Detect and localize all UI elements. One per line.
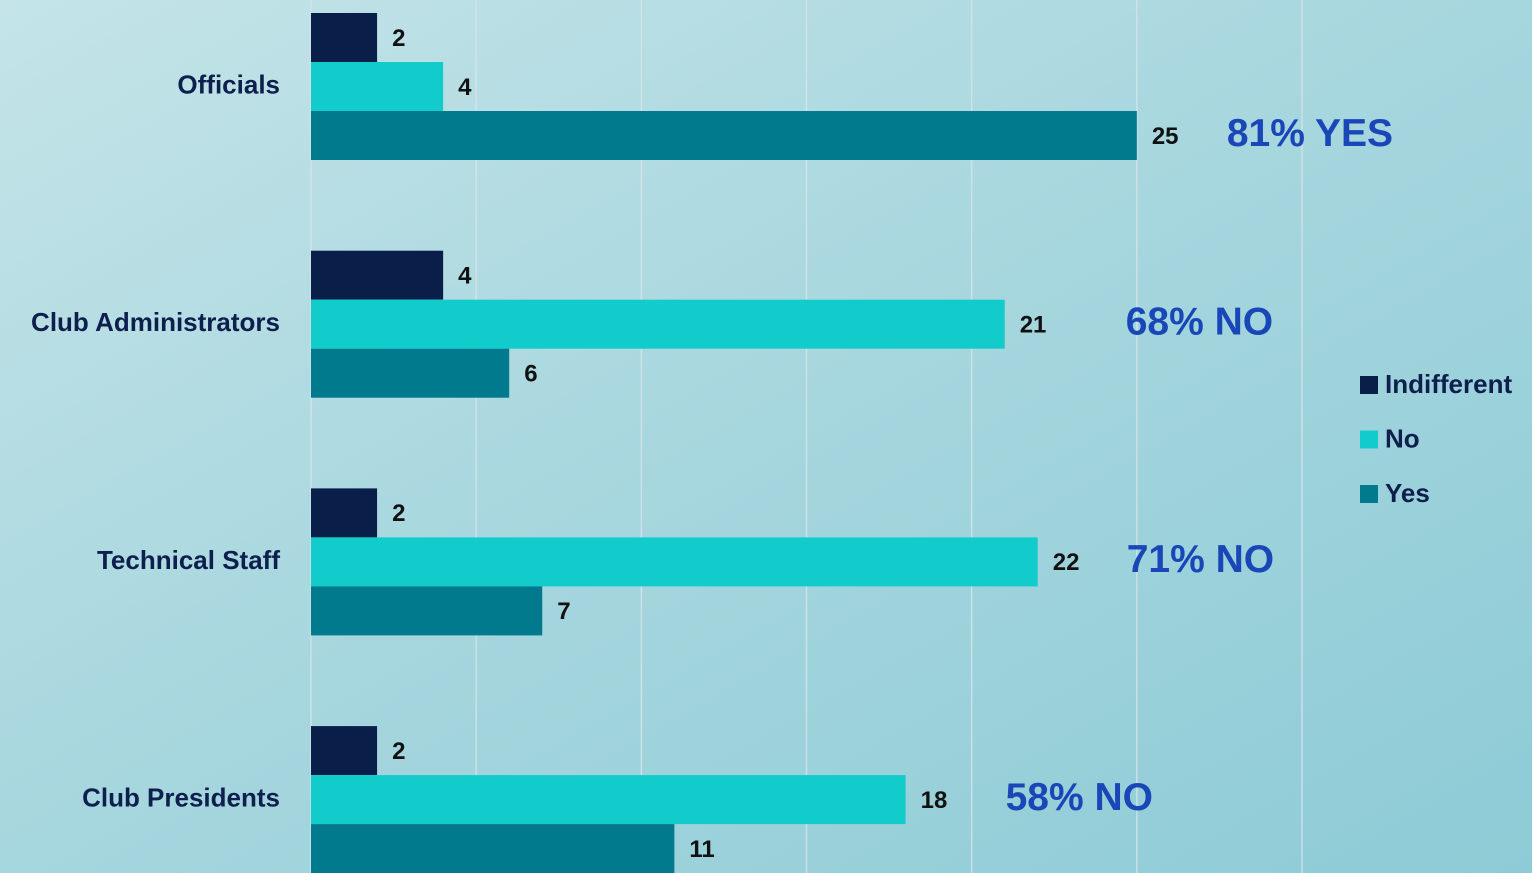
value-label: 7 (557, 598, 570, 625)
value-label: 21 (1020, 312, 1047, 339)
legend-label: Yes (1385, 478, 1430, 508)
value-label: 2 (392, 738, 405, 765)
annotation: 81% YES (1227, 112, 1393, 155)
bar (311, 13, 378, 62)
value-label: 2 (392, 500, 405, 527)
annotation: 68% NO (1126, 300, 1273, 343)
category-label: Technical Staff (97, 545, 280, 575)
value-label: 22 (1053, 549, 1080, 576)
bar (311, 299, 1005, 349)
bar (311, 250, 444, 300)
value-label: 11 (689, 836, 714, 863)
bar (311, 62, 444, 111)
bar (311, 586, 543, 636)
legend-swatch (1360, 485, 1378, 503)
value-label: 18 (921, 787, 948, 814)
labels: Officials 2 4 25 81% YES Club Administrators 4… (31, 25, 1512, 863)
annotation: 71% NO (1127, 538, 1274, 581)
legend-swatch (1360, 376, 1378, 394)
bar (311, 348, 510, 398)
bar (311, 726, 378, 776)
value-label: 25 (1152, 123, 1179, 150)
bar (311, 824, 675, 873)
legend-label: No (1385, 423, 1420, 453)
bar (311, 111, 1137, 160)
legend-swatch (1360, 430, 1378, 449)
value-label: 4 (458, 263, 472, 290)
legend-label: Indifferent (1385, 369, 1512, 399)
category-label: Club Administrators (31, 307, 280, 337)
category-label: Officials (177, 69, 280, 99)
value-label: 2 (392, 25, 405, 52)
bar (311, 775, 906, 825)
bar (311, 488, 378, 538)
bars (311, 13, 1137, 873)
value-label: 6 (524, 361, 537, 388)
bar (311, 537, 1038, 587)
category-label: Club Presidents (82, 782, 280, 812)
value-label: 4 (458, 74, 472, 101)
annotation: 58% NO (1006, 776, 1153, 819)
